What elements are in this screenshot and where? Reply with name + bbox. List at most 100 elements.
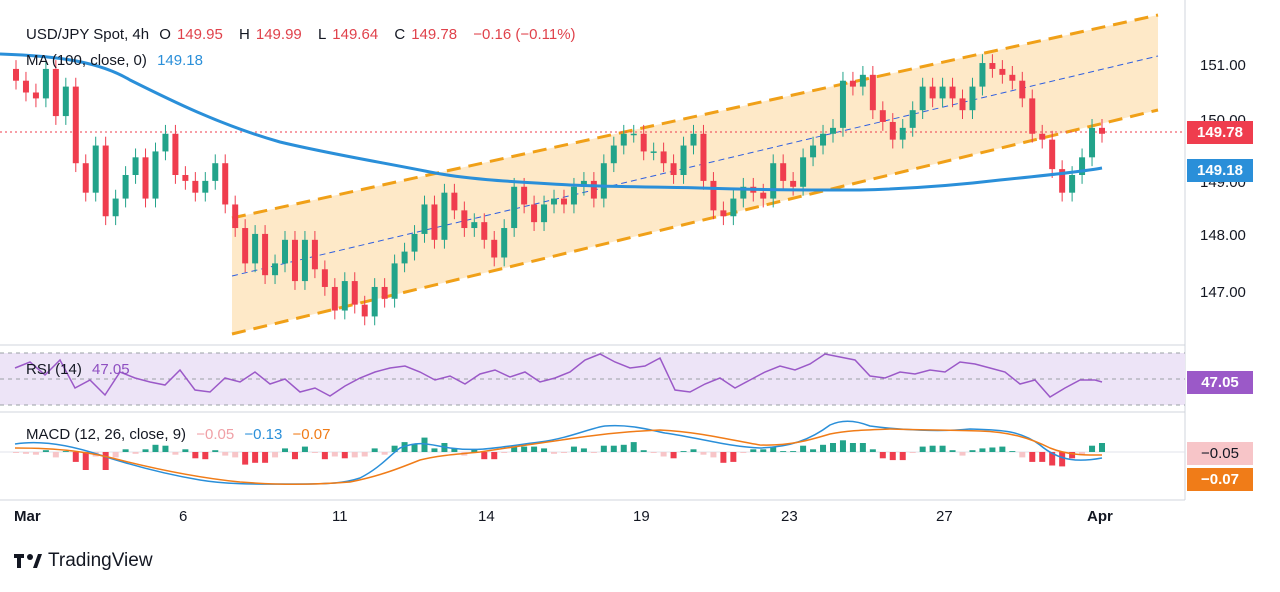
candle-body (331, 286, 338, 311)
macd-hist-bar (112, 452, 119, 458)
macd-hist-bar (451, 448, 458, 452)
macd-hist-bar (361, 452, 368, 457)
high-value: 149.99 (255, 26, 302, 43)
candle-body (531, 204, 538, 223)
macd-hist-bar (62, 451, 69, 452)
macd-hist-bar (999, 446, 1006, 452)
candle-body (829, 127, 836, 134)
macd-hist-bar (32, 452, 39, 455)
candle-body (222, 163, 229, 205)
macd-hist-bar (780, 451, 787, 452)
candle-body (899, 127, 906, 140)
candle-body (560, 198, 567, 205)
macd-hist-bar (321, 452, 328, 460)
macd-hist-bar (810, 449, 817, 452)
candle-body (471, 222, 478, 229)
symbol-label[interactable]: USD/JPY Spot, 4h (26, 26, 150, 43)
macd-label[interactable]: MACD (12, 26, close, 9) (26, 426, 187, 443)
brand-logo-text[interactable]: TradingView (48, 550, 153, 571)
macd-hist-bar (949, 450, 956, 452)
rsi-line (14, 353, 1103, 398)
candle-body (361, 304, 368, 317)
macd-hist-bar (421, 437, 428, 452)
high-label: H (239, 26, 250, 43)
macd-hist-bar (72, 452, 79, 462)
macd-hist-bar (1079, 452, 1086, 455)
macd-hist-bar (411, 443, 418, 452)
candle-body (700, 133, 707, 181)
rsi-label[interactable]: RSI (14) (26, 361, 82, 378)
open-label: O (159, 26, 171, 43)
price-legend: USD/JPY Spot, 4h O 149.95 H 149.99 L 149.64… (26, 26, 582, 43)
candle-body (282, 239, 289, 264)
channel-fill (232, 15, 1158, 334)
macd-hist-bar (839, 440, 846, 452)
candle-body (22, 80, 29, 93)
candle-body (810, 145, 817, 158)
price-tick: 147.00 (1200, 284, 1246, 301)
candle-body (262, 233, 269, 276)
macd-hist-bar (710, 452, 717, 458)
candle-body (640, 133, 647, 152)
macd-hist-bar (391, 445, 398, 452)
candle-body (42, 68, 49, 99)
macd-hist-bar (750, 449, 757, 452)
candle-body (501, 228, 508, 258)
macd-hist-bar (172, 452, 179, 455)
candle-body (1049, 139, 1056, 170)
macd-hist-bar (192, 452, 199, 459)
macd-hist-bar (152, 444, 159, 452)
candle-body (421, 204, 428, 234)
candle-body (869, 74, 876, 111)
macd-hist-bar (680, 451, 687, 452)
macd-hist-bar (600, 445, 607, 452)
ma100-line (0, 52, 1103, 192)
rsi-value: 47.05 (92, 361, 130, 378)
candle-body (391, 263, 398, 299)
macd-hist-bar (182, 449, 189, 452)
macd-hist-bar (551, 452, 558, 454)
candle-body (162, 133, 169, 152)
macd-hist-bar (381, 452, 388, 455)
candle-body (52, 68, 59, 117)
candle-body (849, 80, 856, 87)
x-tick: 23 (781, 508, 798, 525)
candle-body (839, 80, 846, 128)
macd-hist-bar (849, 443, 856, 452)
macd-hist-bar (272, 452, 279, 458)
ma-legend: MA (100, close, 0) 149.18 (26, 52, 209, 69)
change-value: −0.16 (−0.11%) (473, 26, 576, 43)
candle-body (152, 151, 159, 199)
candle-body (102, 145, 109, 217)
macd-hist-bar (1099, 443, 1105, 452)
macd-hist-bar (1039, 452, 1046, 462)
macd-signal-line (14, 428, 1103, 485)
macd-hist-bar (760, 449, 767, 452)
candle-body (291, 239, 298, 282)
candle-body (1069, 175, 1076, 193)
macd-legend: MACD (12, 26, close, 9) −0.05 −0.13 −0.0… (26, 426, 336, 443)
candle-body (72, 86, 79, 164)
candle-body (182, 175, 189, 181)
macd-hist-bar (969, 450, 976, 452)
candle-body (252, 233, 259, 264)
candle-body (820, 133, 827, 146)
macd-hist-bar (1009, 451, 1016, 452)
tradingview-logo-icon (14, 554, 42, 568)
candle-body (939, 86, 946, 99)
macd-hist-bar (22, 452, 29, 454)
candle-body (511, 186, 518, 229)
ma-label[interactable]: MA (100, close, 0) (26, 52, 147, 69)
macd-hist-bar (700, 452, 707, 455)
macd-hist-bar (560, 452, 567, 453)
candle-body (610, 145, 617, 164)
macd-hist-bar (262, 452, 269, 463)
macd-hist-bar (122, 449, 129, 452)
candle-body (541, 204, 548, 223)
candle-body (341, 281, 348, 311)
macd-hist-bar (829, 443, 836, 452)
macd-hist-badge: −0.05 (1187, 442, 1253, 465)
candle-body (13, 68, 19, 81)
